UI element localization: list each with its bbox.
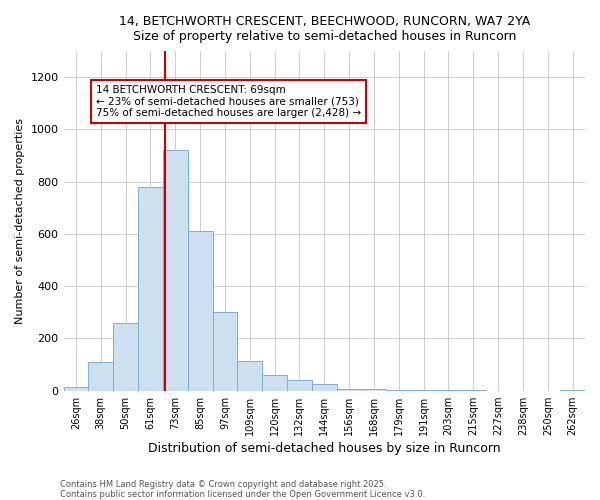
Title: 14, BETCHWORTH CRESCENT, BEECHWOOD, RUNCORN, WA7 2YA
Size of property relative t: 14, BETCHWORTH CRESCENT, BEECHWOOD, RUNC… — [119, 15, 530, 43]
Bar — [312, 384, 337, 390]
Bar — [212, 312, 238, 390]
Bar — [287, 380, 312, 390]
Text: Contains public sector information licensed under the Open Government Licence v3: Contains public sector information licen… — [60, 490, 425, 499]
Bar — [138, 187, 163, 390]
Text: 14 BETCHWORTH CRESCENT: 69sqm
← 23% of semi-detached houses are smaller (753)
75: 14 BETCHWORTH CRESCENT: 69sqm ← 23% of s… — [96, 85, 361, 118]
Bar — [337, 388, 362, 390]
Bar — [188, 232, 212, 390]
Text: Contains HM Land Registry data © Crown copyright and database right 2025.: Contains HM Land Registry data © Crown c… — [60, 480, 386, 489]
Bar — [113, 323, 138, 390]
Y-axis label: Number of semi-detached properties: Number of semi-detached properties — [15, 118, 25, 324]
Bar — [163, 150, 188, 390]
Bar — [64, 387, 88, 390]
X-axis label: Distribution of semi-detached houses by size in Runcorn: Distribution of semi-detached houses by … — [148, 442, 500, 455]
Bar — [262, 375, 287, 390]
Bar — [88, 362, 113, 390]
Bar — [238, 360, 262, 390]
